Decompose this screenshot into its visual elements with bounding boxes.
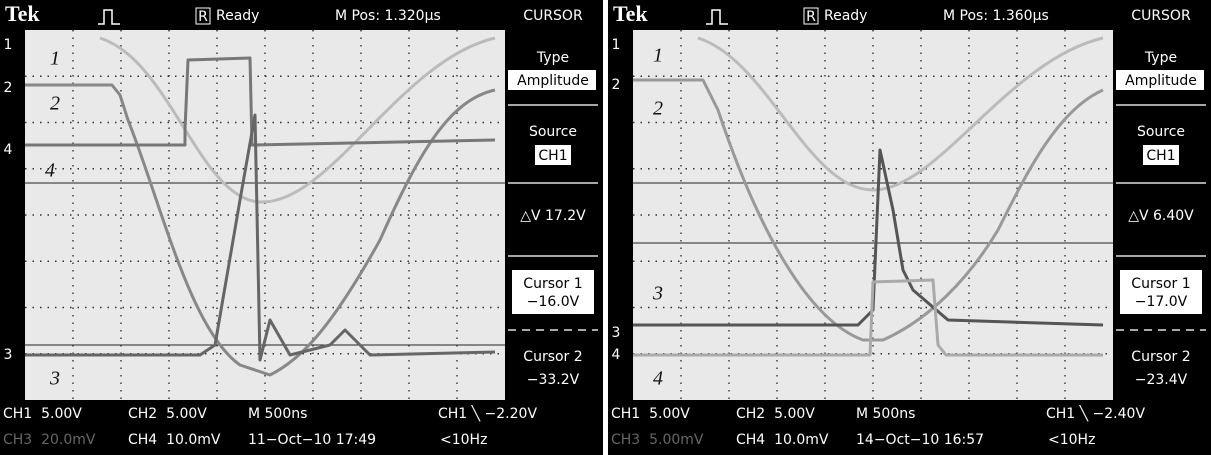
footer-ch2: CH2 5.00V	[128, 406, 207, 422]
menu-title: CURSOR	[1131, 8, 1191, 24]
trace-label: 4	[45, 160, 55, 182]
channel-marker: 3	[612, 325, 621, 341]
footer-ch1: CH1 5.00V	[3, 406, 82, 422]
channel-marker: 2	[4, 80, 13, 96]
channel-marker: 1	[612, 37, 621, 53]
trace-label: 2	[653, 98, 663, 120]
screenshot: 1 2 4 3 1 2 4 3 Tek R Ready M Pos: 1.320µs CURSOR Typ…	[0, 0, 1211, 455]
footer-trigger: CH1 ╲ −2.40V	[1046, 405, 1145, 422]
delta-readout: △V 17.2V	[520, 208, 586, 224]
channel-marker: 4	[612, 347, 621, 363]
scope-panel: 1 2 3 4 1 2 3 4 Tek R Ready M Pos: 1.360µs CURSOR Typ…	[608, 0, 1211, 455]
trace-label: 4	[653, 368, 663, 390]
cursor1-label: Cursor 1	[1131, 276, 1190, 292]
status: Ready	[824, 8, 867, 24]
menu-value: CH1	[1146, 148, 1175, 164]
menu-label: Type	[536, 50, 569, 66]
scope-panel: 1 2 4 3 1 2 4 3 Tek R Ready M Pos: 1.320µs CURSOR Typ…	[0, 0, 603, 455]
brand: Tek	[5, 1, 40, 26]
footer-ch2: CH2 5.00V	[736, 406, 815, 422]
mpos: M Pos: 1.320µs	[335, 8, 441, 24]
footer-ch3: CH3 20.0mV	[3, 432, 96, 448]
footer-datetime: 11−Oct−10 17:49	[248, 432, 376, 448]
cursor2-label: Cursor 2	[1131, 349, 1190, 365]
footer-ch3: CH3 5.00mV	[611, 432, 704, 448]
menu-title: CURSOR	[523, 8, 583, 24]
trace-label: 1	[50, 48, 60, 70]
footer-datetime: 14−Oct−10 16:57	[856, 432, 984, 448]
footer-timebase: M 500ns	[248, 406, 307, 422]
trace-label: 3	[652, 283, 663, 305]
footer-ch1: CH1 5.00V	[611, 406, 690, 422]
cursor2-value: −23.4V	[1135, 372, 1188, 388]
channel-marker: 3	[4, 347, 13, 363]
footer-ch4: CH4 10.0mV	[736, 432, 829, 448]
channel-marker: 4	[4, 142, 13, 158]
status-icon: R	[198, 9, 208, 25]
brand: Tek	[613, 1, 648, 26]
menu-label: Source	[1137, 124, 1185, 140]
footer-ch4: CH4 10.0mV	[128, 432, 221, 448]
delta-readout: △V 6.40V	[1128, 208, 1194, 224]
status-icon: R	[806, 9, 816, 25]
cursor1-label: Cursor 1	[523, 276, 582, 292]
footer-trigger: CH1 ╲ −2.20V	[438, 405, 537, 422]
trace-label: 3	[49, 368, 60, 390]
cursor2-value: −33.2V	[527, 372, 580, 388]
cursor2-label: Cursor 2	[523, 349, 582, 365]
footer-freq: <10Hz	[440, 432, 487, 448]
mpos: M Pos: 1.360µs	[943, 8, 1049, 24]
channel-marker: 2	[612, 77, 621, 93]
footer-timebase: M 500ns	[856, 406, 915, 422]
menu-value: CH1	[538, 148, 567, 164]
status: Ready	[216, 8, 259, 24]
menu-value: Amplitude	[1125, 73, 1197, 89]
trace-label: 2	[50, 93, 60, 115]
menu-label: Source	[529, 124, 577, 140]
menu-value: Amplitude	[517, 73, 589, 89]
trace-label: 1	[653, 45, 663, 67]
channel-marker: 1	[4, 37, 13, 53]
cursor1-value: −17.0V	[1135, 294, 1188, 310]
menu-label: Type	[1144, 50, 1177, 66]
cursor1-value: −16.0V	[527, 294, 580, 310]
footer-freq: <10Hz	[1048, 432, 1095, 448]
